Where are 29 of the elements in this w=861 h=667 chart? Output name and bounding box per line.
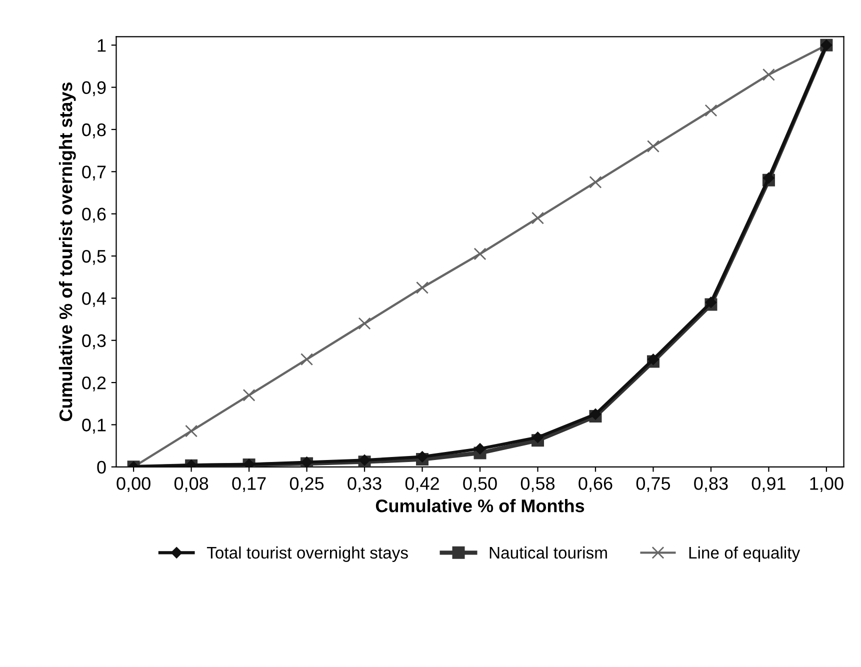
- x-tick-label: 0,66: [578, 477, 612, 492]
- x-tick-label: 0,91: [752, 477, 786, 492]
- y-tick-label: 1: [98, 39, 106, 52]
- y-tick-label: 0,6: [82, 208, 106, 223]
- y-tick-label: 0,4: [82, 292, 106, 308]
- y-axis-title: Cumulative % of tourist overnight stays: [58, 82, 76, 422]
- x-tick-label: 0,33: [348, 477, 382, 492]
- x-tick-label: 0,08: [174, 477, 208, 492]
- y-tick-label: 0,7: [82, 166, 106, 181]
- x-tick-label: 0,75: [636, 477, 670, 492]
- y-tick-label: 0,1: [82, 418, 106, 434]
- y-tick-label: 0: [97, 460, 106, 474]
- legend-label: Line of equality: [689, 546, 800, 562]
- y-tick-label: 0,8: [82, 123, 106, 138]
- y-tick-label: 0,2: [82, 376, 106, 392]
- x-tick-label: 0,50: [463, 477, 497, 492]
- legend-label: Total tourist overnight stays: [206, 546, 408, 562]
- y-tick-label: 0,5: [82, 250, 106, 265]
- x-axis-title: Cumulative % of Months: [376, 499, 584, 512]
- x-tick-label: 1,00: [810, 477, 844, 492]
- x-tick-label: 0,17: [232, 477, 266, 492]
- x-tick-label: 0,00: [116, 477, 150, 492]
- x-tick-label: 0,83: [694, 477, 728, 492]
- y-tick-label: 0,9: [82, 81, 106, 96]
- x-tick-label: 0,42: [405, 477, 439, 492]
- x-tick-label: 0,25: [290, 477, 324, 492]
- y-tick-label: 0,3: [82, 334, 106, 350]
- legend-label: Nautical tourism: [490, 546, 607, 559]
- x-tick-label: 0,58: [520, 477, 555, 492]
